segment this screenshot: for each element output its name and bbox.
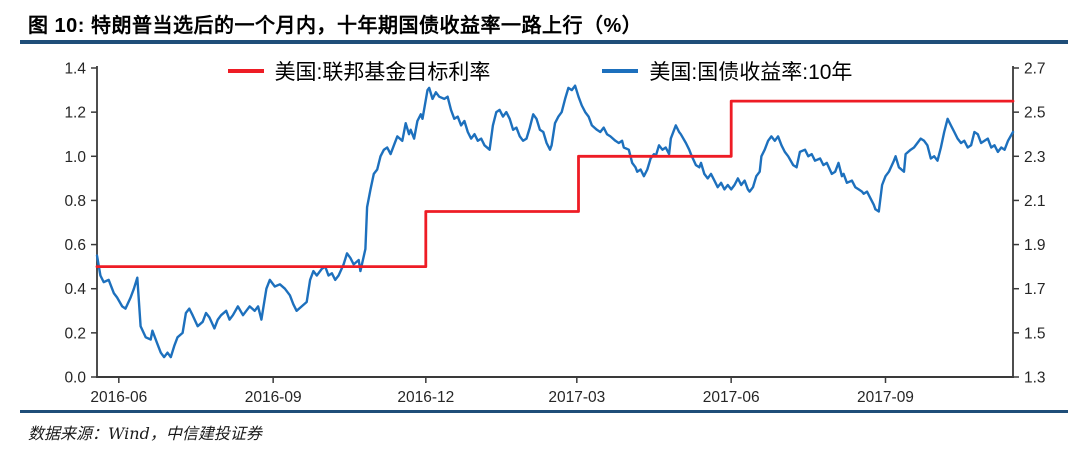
y-tick-label-right: 2.3 — [1024, 149, 1046, 166]
y-tick-label-left: 0.0 — [64, 370, 86, 387]
x-tick-label: 2017-06 — [703, 389, 760, 406]
y-tick-label-left: 0.6 — [64, 237, 86, 254]
y-tick-label-right: 1.7 — [1024, 281, 1046, 298]
fed-funds-rate-line — [95, 99, 1015, 268]
treasury-yield-line — [95, 84, 1015, 359]
y-tick-label-left: 1.0 — [64, 149, 86, 166]
y-tick-label-left: 0.8 — [64, 193, 86, 210]
chart: 0.0 0.2 0.4 0.6 0.8 1.0 1.2 1.4 1.3 1.5 1.7 1.9 2.1 2… — [0, 46, 1090, 407]
y-tick-label-left: 1.2 — [64, 105, 86, 122]
y-tick-label-right: 1.9 — [1024, 237, 1046, 254]
y-tick-label-right: 2.7 — [1024, 61, 1046, 78]
x-tick-label: 2016-12 — [397, 389, 454, 406]
x-tick-label: 2016-06 — [90, 389, 147, 406]
title-divider — [20, 40, 1068, 44]
y-tick-label-right: 1.3 — [1024, 370, 1046, 387]
data-source-note: 数据来源：Wind，中信建投证券 — [28, 424, 262, 443]
y-tick-label-left: 0.2 — [64, 325, 86, 342]
x-tick-label: 2017-03 — [548, 389, 605, 406]
y-tick-label-left: 1.4 — [64, 61, 86, 78]
y-tick-label-right: 2.5 — [1024, 105, 1046, 122]
bottom-divider — [20, 410, 1068, 413]
chart-canvas: 0.0 0.2 0.4 0.6 0.8 1.0 1.2 1.4 1.3 1.5 1.7 1.9 2.1 2… — [64, 61, 1046, 407]
y-tick-label-left: 0.4 — [64, 281, 86, 298]
x-tick-label: 2016-09 — [245, 389, 302, 406]
page-title: 图 10: 特朗普当选后的一个月内，十年期国债收益率一路上行（%） — [28, 15, 643, 37]
y-tick-label-right: 2.1 — [1024, 193, 1046, 210]
y-tick-label-right: 1.5 — [1024, 325, 1046, 342]
x-tick-label: 2017-09 — [857, 389, 914, 406]
